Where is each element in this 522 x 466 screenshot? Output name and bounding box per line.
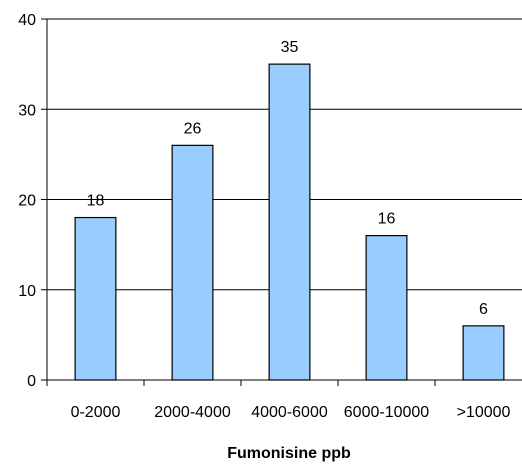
bar-2 <box>268 63 311 381</box>
bar-4 <box>462 325 505 381</box>
x-tick-label-1: 2000-4000 <box>154 404 231 421</box>
y-tick-label: 0 <box>27 373 36 390</box>
bar-0 <box>74 216 117 381</box>
x-tick-label-4: >10000 <box>457 404 511 421</box>
data-label-4: 6 <box>479 301 488 318</box>
bars <box>74 63 505 381</box>
bar-3 <box>365 235 408 381</box>
data-label-0: 18 <box>87 193 105 210</box>
x-axis-title: Fumonisine ppb <box>227 445 351 462</box>
y-ticks: 0 10 20 30 40 <box>18 12 47 390</box>
x-ticks: 0-2000 2000-4000 4000-6000 6000-10000 >10000 <box>46 380 511 421</box>
y-tick-label: 20 <box>18 193 36 210</box>
x-tick-label-3: 6000-10000 <box>344 404 430 421</box>
x-tick-label-0: 0-2000 <box>71 404 121 421</box>
data-label-1: 26 <box>184 120 202 137</box>
data-label-3: 16 <box>378 211 396 228</box>
y-tick-label: 30 <box>18 102 36 119</box>
y-tick-label: 40 <box>18 12 36 29</box>
data-label-2: 35 <box>281 39 299 56</box>
x-tick-label-2: 4000-6000 <box>251 404 328 421</box>
y-tick-label: 10 <box>18 283 36 300</box>
bar-1 <box>171 144 214 381</box>
data-labels: 18 26 35 16 6 <box>87 39 488 318</box>
